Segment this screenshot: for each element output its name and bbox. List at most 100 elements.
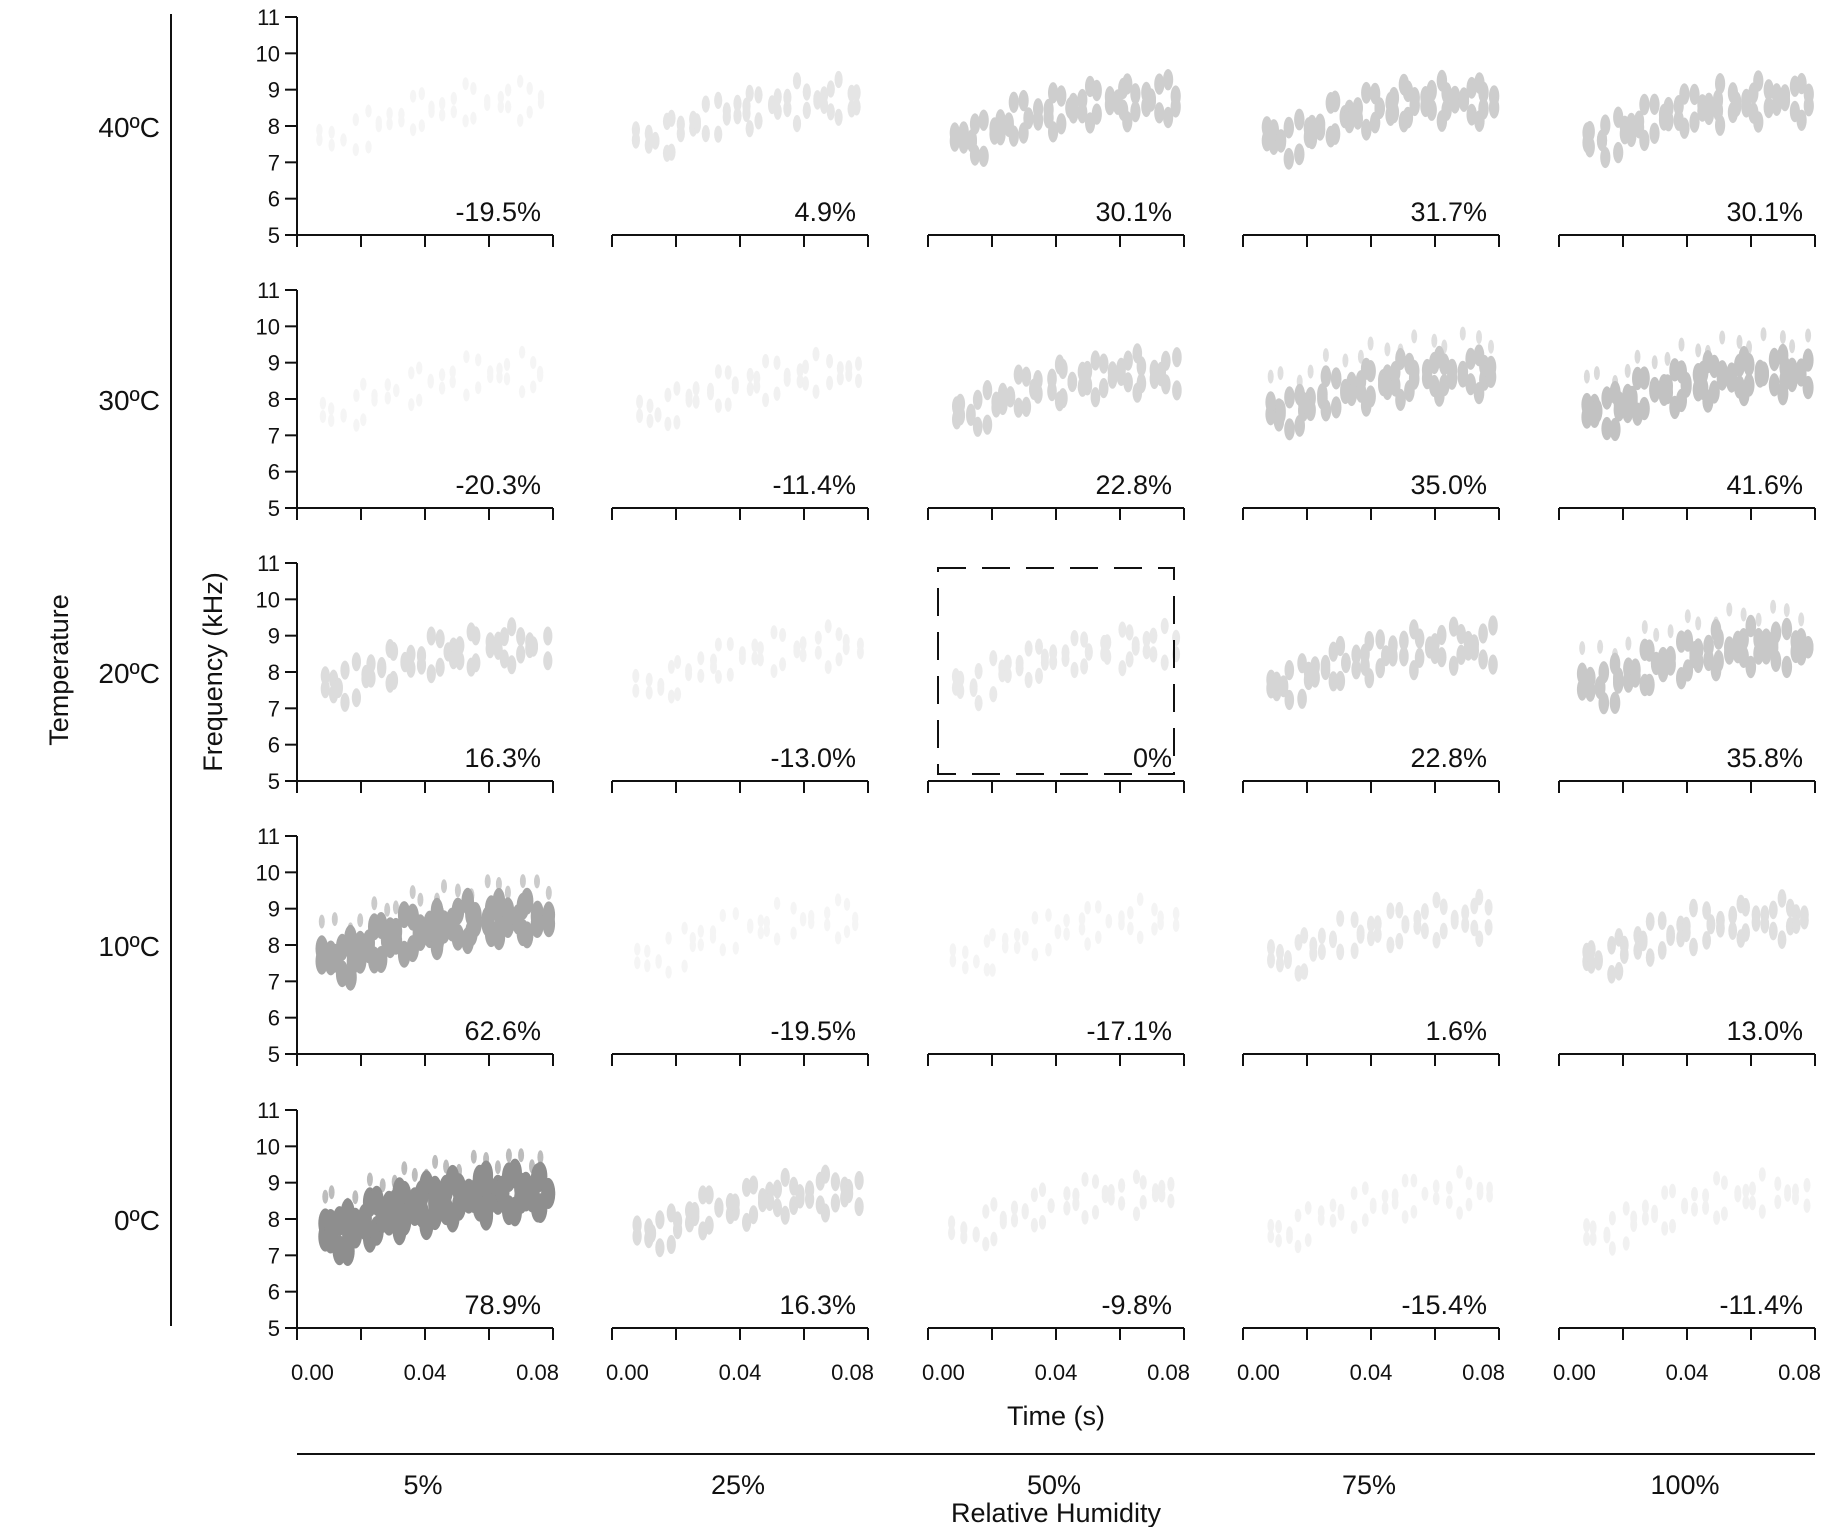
- spectrogram-mark: [747, 918, 754, 932]
- spectrogram-mark: [956, 682, 965, 700]
- spectrogram-mark: [1432, 931, 1441, 949]
- spectrogram-mark: [646, 398, 654, 413]
- spectrogram-mark: [733, 94, 742, 112]
- spectrogram-mark: [1161, 374, 1171, 395]
- percent-change-label: 35.8%: [1726, 743, 1803, 773]
- spectrogram-mark: [319, 396, 327, 410]
- spectrogram-mark: [731, 376, 739, 391]
- spectrogram-mark: [1013, 940, 1021, 955]
- spectrogram-mark: [1708, 380, 1720, 404]
- spectrogram-mark: [962, 945, 969, 959]
- percent-change-label: -17.1%: [1086, 1016, 1172, 1046]
- spectrogram-mark: [1018, 89, 1029, 112]
- spectrogram-mark: [340, 692, 350, 712]
- spectrogram-panel: 5 6 7 8 9 10 11 16.3%: [256, 551, 554, 794]
- spectrogram-harmonic-mark: [1431, 333, 1438, 348]
- spectrogram-mark: [1157, 910, 1164, 924]
- spectrogram-mark: [855, 373, 862, 389]
- spectrogram-mark: [1613, 141, 1624, 164]
- spectrogram-mark: [698, 1185, 708, 1205]
- spectrogram-harmonic-mark: [1277, 366, 1284, 381]
- spectrogram-mark: [773, 355, 781, 370]
- spectrogram-mark: [1149, 646, 1158, 663]
- spectrogram-mark: [1010, 1212, 1019, 1228]
- spectrogram-mark: [783, 88, 792, 106]
- spectrogram-mark: [1601, 416, 1613, 441]
- spectrogram-signal: [949, 69, 1181, 167]
- spectrogram-mark: [1689, 937, 1698, 957]
- spectrogram-mark: [1142, 643, 1151, 660]
- y-tick-label: 10: [256, 1134, 280, 1159]
- spectrogram-mark: [340, 660, 350, 680]
- spectrogram-panel: 0%: [927, 567, 1185, 793]
- spectrogram-mark: [673, 1211, 683, 1231]
- spectrogram-mark: [1158, 1187, 1166, 1203]
- spectrogram-mark: [1160, 617, 1169, 635]
- spectrogram-mark: [316, 133, 323, 147]
- spectrogram-mark: [1123, 372, 1133, 393]
- spectrogram-mark: [351, 652, 361, 672]
- spectrogram-mark: [1154, 73, 1165, 95]
- spectrogram-mark: [655, 954, 662, 968]
- spectrogram-mark: [772, 1179, 783, 1199]
- spectrogram-mark: [1715, 114, 1726, 136]
- spectrogram-mark: [428, 105, 435, 119]
- spectrogram-mark: [685, 667, 693, 682]
- spectrogram-mark: [667, 109, 676, 127]
- spectrogram-mark: [1439, 898, 1448, 916]
- spectrogram-mark: [1033, 383, 1043, 404]
- spectrogram-mark: [1021, 396, 1032, 417]
- spectrogram-mark: [830, 1193, 841, 1213]
- spectrogram-mark: [673, 415, 681, 430]
- spectrogram-mark: [820, 1203, 831, 1223]
- spectrogram-mark: [1320, 399, 1332, 422]
- spectrogram-mark: [1346, 383, 1357, 407]
- spectrogram-mark: [1003, 666, 1012, 684]
- spectrogram-harmonic-mark: [1267, 369, 1274, 384]
- spectrogram-signal: [948, 1169, 1175, 1252]
- y-tick-label: 10: [256, 314, 280, 339]
- spectrogram-mark: [753, 379, 761, 394]
- spectrogram-harmonic-mark: [384, 902, 391, 917]
- spectrogram-mark: [1432, 1179, 1440, 1194]
- spectrogram-mark: [1456, 1165, 1463, 1179]
- spectrogram-mark: [655, 1210, 665, 1230]
- spectrogram-mark: [1098, 378, 1109, 399]
- spectrogram-mark: [1715, 73, 1726, 95]
- spectrogram-mark: [1436, 647, 1447, 668]
- spectrogram-mark: [852, 911, 859, 925]
- spectrogram-mark: [501, 911, 515, 938]
- spectrogram-harmonic-mark: [1612, 648, 1618, 662]
- spectrogram-mark: [773, 102, 782, 120]
- spectrogram-mark: [340, 133, 347, 147]
- spectrogram-mark: [526, 105, 533, 119]
- spectrogram-mark: [802, 376, 809, 391]
- spectrogram-mark: [1278, 677, 1289, 698]
- spectrogram-mark: [1485, 365, 1497, 388]
- spectrogram-mark: [632, 1215, 642, 1235]
- spectrogram-mark: [1706, 915, 1716, 935]
- spectrogram-mark: [701, 95, 710, 113]
- spectrogram-mark: [520, 887, 534, 915]
- spectrogram-mark: [697, 651, 705, 666]
- spectrogram-mark: [1448, 655, 1459, 676]
- spectrogram-mark: [435, 657, 445, 677]
- spectrogram-mark: [973, 954, 980, 968]
- spectrogram-mark: [406, 644, 416, 664]
- spectrogram-mark: [1768, 373, 1780, 397]
- spectrogram-harmonic-mark: [409, 885, 416, 900]
- spectrogram-harmonic-mark: [1583, 369, 1590, 384]
- y-tick-label: 8: [268, 1207, 280, 1232]
- spectrogram-mark: [1770, 621, 1782, 644]
- spectrogram-mark: [1103, 648, 1112, 665]
- spectrogram-mark: [685, 663, 693, 678]
- spectrogram-signal: [1583, 1167, 1811, 1256]
- spectrogram-mark: [745, 84, 754, 102]
- spectrogram-mark: [1484, 899, 1493, 916]
- spectrogram-mark: [1010, 1200, 1019, 1216]
- spectrogram-mark: [1373, 915, 1382, 932]
- spectrogram-harmonic-mark: [545, 885, 552, 900]
- spectrogram-mark: [530, 356, 537, 369]
- spectrogram-mark: [1063, 927, 1070, 941]
